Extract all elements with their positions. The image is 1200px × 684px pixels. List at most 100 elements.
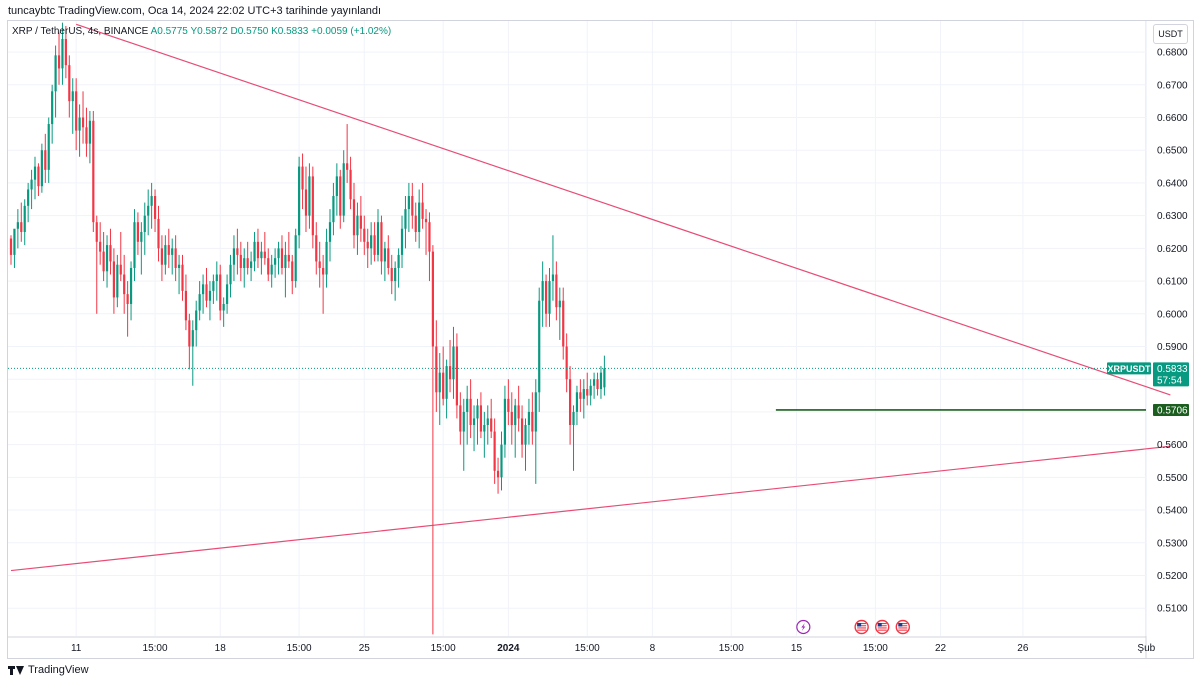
candle — [342, 150, 345, 223]
level-tag-bg — [1153, 403, 1189, 416]
candle-body — [442, 372, 445, 399]
candle-body — [586, 389, 589, 396]
candle — [596, 372, 599, 396]
candle-body — [599, 372, 603, 390]
candle-body — [575, 392, 579, 412]
us-flag-stripe — [877, 623, 887, 625]
candle — [486, 405, 489, 445]
candle-body — [349, 169, 352, 200]
x-tick-label: 11 — [71, 643, 82, 654]
candle-body — [157, 218, 160, 249]
candle — [260, 241, 263, 275]
candle — [195, 300, 198, 347]
candle — [496, 457, 500, 494]
candle-body — [133, 222, 136, 268]
candle-body — [99, 241, 102, 252]
candle-body — [325, 241, 328, 275]
candle-body — [54, 55, 57, 92]
candle-body — [92, 120, 95, 223]
candle-body — [517, 405, 520, 419]
candle — [565, 333, 568, 393]
footer-brand: TradingView — [8, 664, 89, 676]
candle-body — [229, 264, 232, 285]
candle — [531, 392, 534, 445]
candle — [164, 235, 167, 275]
candle-body — [411, 196, 414, 216]
us-flag-stripe — [898, 625, 908, 627]
candle — [390, 254, 393, 295]
candle — [236, 228, 239, 275]
y-tick-label: 0.6500 — [1157, 146, 1188, 157]
candle-body — [380, 222, 383, 262]
candle — [171, 238, 174, 275]
candle — [387, 235, 390, 275]
candle-body — [239, 254, 242, 268]
candle-body — [270, 264, 273, 275]
currency-button[interactable]: USDT — [1153, 24, 1188, 44]
candle — [250, 251, 253, 282]
candle-body — [579, 392, 582, 399]
candle — [424, 209, 428, 255]
candle-body — [339, 176, 342, 216]
candle-body — [232, 248, 236, 265]
candle-body — [129, 267, 133, 304]
candle — [78, 104, 81, 157]
candle-body — [243, 258, 246, 268]
candle — [421, 182, 424, 229]
x-tick-label: 18 — [215, 643, 227, 654]
candle-body — [184, 290, 188, 321]
candle — [61, 22, 64, 85]
candle-body — [208, 290, 212, 301]
candle — [147, 189, 150, 236]
candle — [270, 254, 273, 288]
us-flag-canton — [898, 623, 903, 627]
candle — [30, 169, 33, 210]
candle-body — [520, 418, 524, 445]
candle — [287, 231, 290, 268]
symbol-name: XRP / TetherUS, 4s, BINANCE — [12, 26, 149, 37]
x-tick-label: 15:00 — [575, 643, 600, 654]
candle — [332, 182, 335, 236]
candle-body — [160, 248, 164, 265]
candle — [476, 398, 479, 445]
candle — [153, 189, 157, 232]
candle — [568, 366, 572, 445]
candle-body — [256, 241, 260, 259]
candle — [325, 228, 328, 288]
candle-body — [75, 91, 78, 131]
candle-body — [373, 235, 376, 255]
candle-body — [23, 205, 26, 232]
candle-body — [483, 425, 486, 432]
candle-body — [346, 163, 349, 170]
candle-body — [215, 274, 218, 282]
candle — [92, 110, 95, 232]
us-flag-stripe — [877, 629, 887, 631]
candle — [527, 398, 531, 445]
candle-body — [274, 258, 277, 265]
candle-body — [263, 251, 266, 259]
candle — [274, 248, 277, 278]
candle — [562, 287, 565, 360]
candle — [181, 254, 184, 301]
candle-body — [572, 411, 575, 426]
candle — [280, 235, 284, 275]
us-flag-stripe — [857, 629, 867, 631]
candle-body — [490, 418, 493, 432]
candle-body — [61, 38, 64, 69]
last-price-tag-value: 0.5833 — [1157, 364, 1188, 375]
us-flag-stripe — [877, 627, 887, 629]
candle — [555, 261, 558, 321]
candle-body — [514, 405, 517, 426]
candle — [208, 281, 212, 321]
candle — [520, 405, 524, 458]
candle-body — [593, 379, 596, 386]
chart-grid — [8, 21, 1147, 658]
candle — [517, 385, 520, 432]
candle — [493, 418, 496, 484]
candle — [33, 156, 37, 200]
candle-body — [126, 294, 129, 304]
candle — [232, 235, 236, 282]
candle-body — [109, 245, 112, 262]
candle — [177, 254, 181, 295]
